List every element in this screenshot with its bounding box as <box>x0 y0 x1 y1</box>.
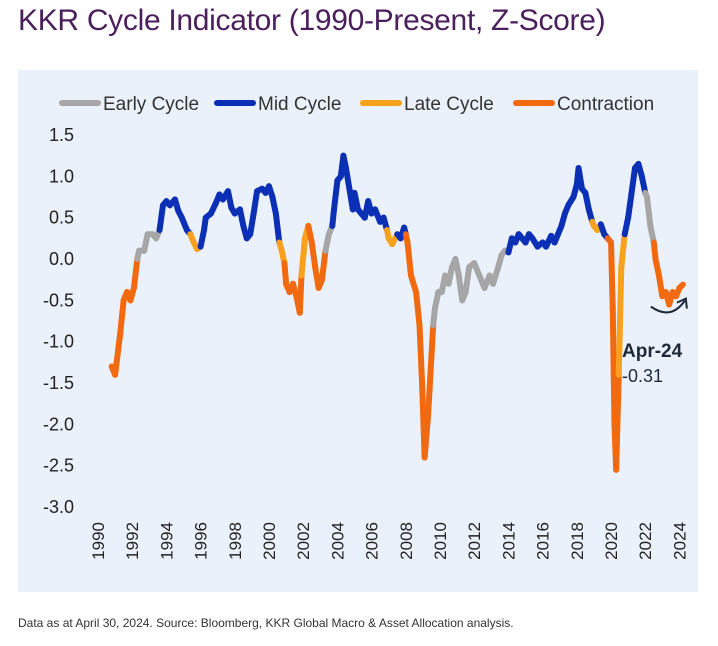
line-segment <box>272 210 283 246</box>
x-tick-label: 1992 <box>123 522 142 560</box>
plot-area <box>108 152 686 473</box>
legend-label: Contraction <box>557 94 654 115</box>
line-segment <box>575 165 585 192</box>
line-segment <box>281 260 290 287</box>
legend-label: Late Cycle <box>404 94 494 115</box>
arrow-head <box>676 297 688 309</box>
line-segment <box>676 281 686 291</box>
x-axis: 1990 1992 1994 1996 1998 2000 2002 2004 2006 2008… <box>89 522 689 560</box>
x-tick-label: 2024 <box>670 522 689 560</box>
legend-label: Early Cycle <box>103 94 199 115</box>
y-tick-label: -0.5 <box>43 290 74 310</box>
line-segment <box>117 297 127 337</box>
line-segment <box>625 189 635 221</box>
y-tick-label: 0.5 <box>49 208 74 228</box>
x-tick-label: 2016 <box>534 522 553 560</box>
y-tick-label: -2.5 <box>43 456 74 476</box>
x-tick-label: 2002 <box>294 522 313 560</box>
line-segment <box>413 289 423 329</box>
x-tick-label: 2006 <box>363 522 382 560</box>
x-tick-label: 2022 <box>636 522 655 560</box>
y-tick-label: -3.0 <box>43 497 74 517</box>
x-tick-label: 2008 <box>397 522 416 560</box>
x-tick-label: 2018 <box>568 522 587 560</box>
y-tick-label: -1.0 <box>43 332 74 352</box>
x-tick-label: 2014 <box>499 522 518 560</box>
y-tick-label: 0.0 <box>49 249 74 269</box>
annotation-value: -0.31 <box>622 366 663 386</box>
line-segment <box>628 165 638 196</box>
line-segment <box>608 239 616 312</box>
y-tick-label: 1.0 <box>49 166 74 186</box>
line-segment <box>425 322 437 420</box>
line-segment <box>416 322 426 386</box>
line-segment <box>130 256 141 291</box>
x-tick-label: 2004 <box>328 522 347 560</box>
line-segment <box>112 330 124 378</box>
line-segment <box>421 413 432 461</box>
line-segment <box>615 264 625 378</box>
footnote: Data as at April 30, 2024. Source: Bloom… <box>18 616 514 630</box>
line-segment <box>319 247 329 283</box>
page-title: KKR Cycle Indicator (1990-Present, Z-Sco… <box>18 4 606 37</box>
line-segment <box>609 305 618 428</box>
line-segment <box>613 371 622 473</box>
x-tick-label: 2020 <box>602 522 621 560</box>
legend-label: Mid Cycle <box>258 94 341 115</box>
x-tick-label: 2012 <box>465 522 484 560</box>
line-segment <box>342 165 353 192</box>
cycle-indicator-chart: Early Cycle Mid Cycle Late Cycle Contractio… <box>43 94 689 560</box>
line-segment <box>618 231 628 271</box>
line-segment <box>250 188 261 217</box>
x-tick-label: 1990 <box>89 522 108 560</box>
x-tick-label: 1994 <box>157 522 176 560</box>
line-segment <box>296 272 305 316</box>
line-segment <box>331 177 341 213</box>
y-axis: 1.5 1.0 0.5 0.0 -0.5 -1.0 -1.5 -2.0 -2.5 -3.0 <box>43 125 74 517</box>
legend: Early Cycle Mid Cycle Late Cycle Contractio… <box>59 94 654 115</box>
annotation: Apr-24 -0.31 <box>622 297 688 386</box>
line-segment <box>308 239 319 271</box>
y-tick-label: -2.0 <box>43 414 74 434</box>
x-tick-label: 1998 <box>226 522 245 560</box>
chart-panel <box>18 70 698 592</box>
x-tick-label: 2000 <box>260 522 279 560</box>
annotation-arrow <box>650 300 686 314</box>
line-segment <box>462 264 473 296</box>
y-tick-label: -1.5 <box>43 373 74 393</box>
line-segment <box>156 202 166 234</box>
x-tick-label: 2010 <box>431 522 450 560</box>
x-tick-label: 1996 <box>192 522 211 560</box>
line-segment <box>247 210 257 238</box>
line-segment <box>643 194 654 229</box>
y-tick-label: 1.5 <box>49 125 74 145</box>
line-segment <box>404 239 414 279</box>
line-segment <box>298 235 308 279</box>
annotation-label: Apr-24 <box>622 341 683 362</box>
